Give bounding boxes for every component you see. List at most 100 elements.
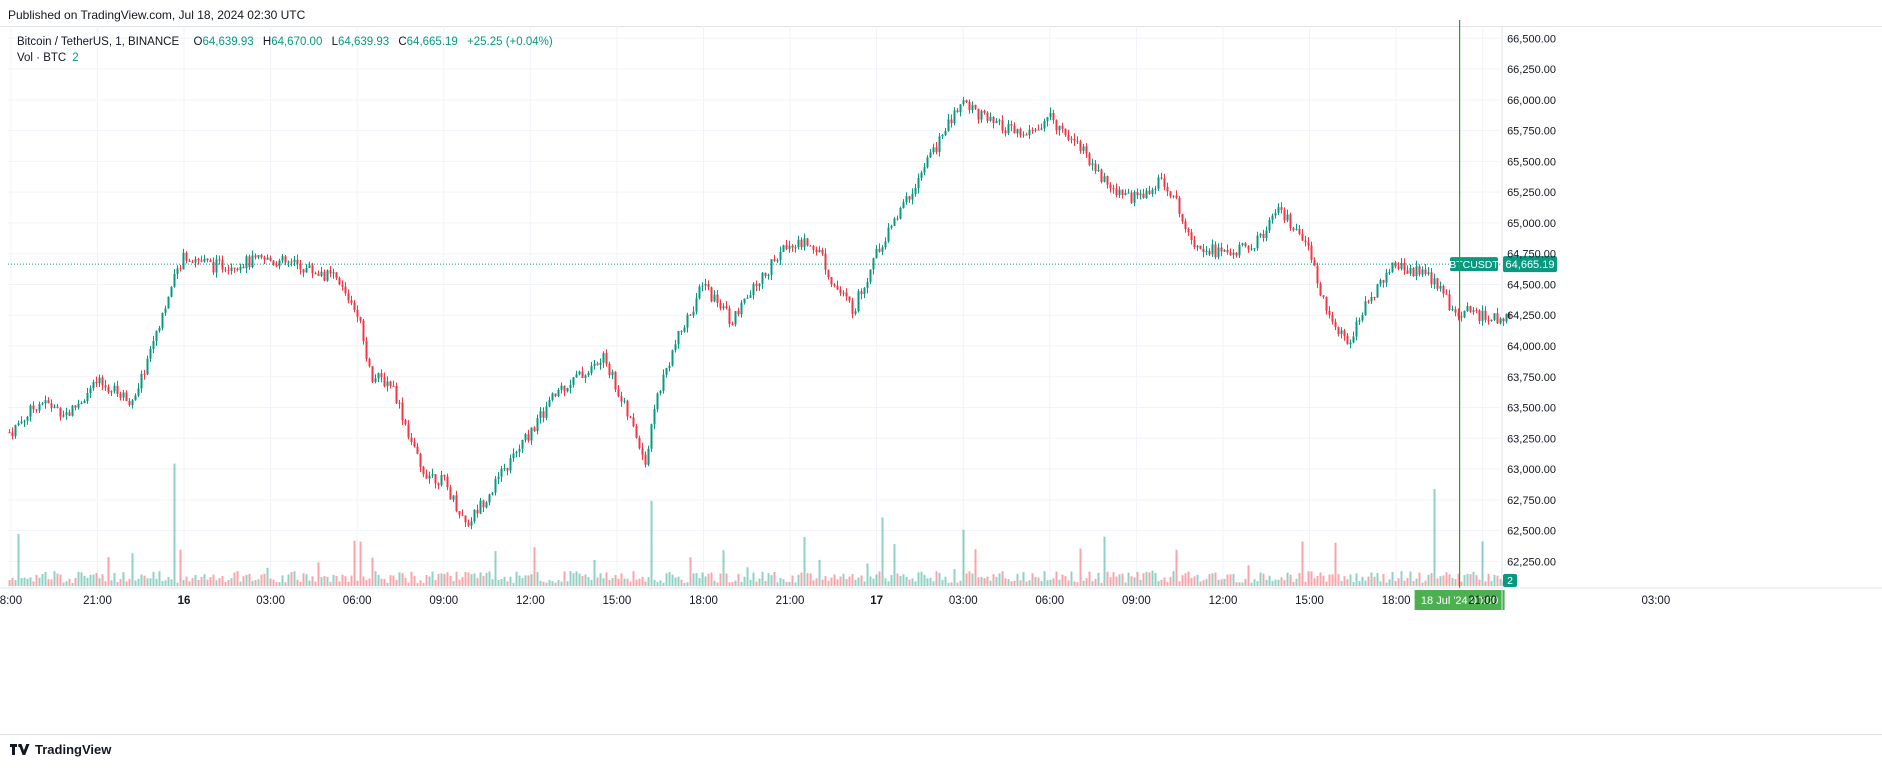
volume-bar bbox=[413, 576, 416, 586]
candle-down bbox=[1001, 120, 1004, 131]
candle-down bbox=[59, 407, 62, 417]
candle-down bbox=[860, 291, 863, 294]
tradingview-logo[interactable]: TradingView bbox=[10, 742, 111, 757]
volume-bar bbox=[527, 575, 530, 586]
volume-bar bbox=[329, 581, 332, 586]
candle-up bbox=[875, 248, 878, 259]
volume-bar bbox=[449, 576, 452, 586]
symbol-badge-label: BTCUSDT bbox=[1449, 259, 1499, 271]
candle-up bbox=[803, 238, 806, 248]
candle-up bbox=[611, 371, 614, 376]
candle-up bbox=[1253, 248, 1256, 250]
volume-bar bbox=[878, 571, 881, 586]
candle-down bbox=[467, 522, 470, 526]
volume-bar bbox=[17, 533, 20, 586]
volume-bar bbox=[1163, 577, 1166, 586]
volume-bar bbox=[1244, 578, 1247, 586]
candle-down bbox=[1436, 278, 1439, 289]
close-label: C bbox=[398, 36, 407, 48]
candle-down bbox=[50, 403, 53, 408]
candle-down bbox=[416, 446, 419, 454]
candle-up bbox=[485, 502, 488, 508]
volume-bar bbox=[1169, 577, 1172, 586]
volume-bar bbox=[1418, 572, 1421, 586]
volume-bar bbox=[1232, 574, 1235, 586]
volume-bar bbox=[593, 560, 596, 586]
volume-bar bbox=[1325, 581, 1328, 586]
volume-bar bbox=[611, 578, 614, 586]
candle-down bbox=[401, 402, 404, 421]
volume-bar bbox=[266, 567, 269, 586]
candle-up bbox=[770, 259, 773, 275]
time-axis: 8:00 21:00 16 03:00 06:00 09:00 12:00 15:00 18:0… bbox=[0, 587, 1882, 607]
candle-down bbox=[389, 381, 392, 386]
candle-up bbox=[881, 247, 884, 252]
volume-bar bbox=[515, 571, 518, 586]
volume-bar bbox=[785, 581, 788, 586]
candle-up bbox=[947, 119, 950, 131]
volume-bar bbox=[479, 572, 482, 586]
time-tick-label: 18:00 bbox=[1382, 595, 1411, 607]
candle-up bbox=[548, 399, 551, 407]
time-tick-label: 18:00 bbox=[689, 595, 718, 607]
volume-bar bbox=[782, 579, 785, 586]
volume-bar bbox=[509, 576, 512, 586]
high-value: 64,670.00 bbox=[271, 36, 323, 48]
volume-bar bbox=[524, 575, 527, 586]
candle-up bbox=[80, 403, 83, 405]
candle-up bbox=[1082, 146, 1085, 151]
volume-bar bbox=[398, 572, 401, 586]
candle-down bbox=[983, 110, 986, 113]
volume-bar bbox=[1280, 577, 1283, 586]
candle-up bbox=[1388, 272, 1391, 274]
volume-bar bbox=[968, 571, 971, 586]
candle-down bbox=[533, 427, 536, 432]
volume-bar bbox=[872, 578, 875, 586]
time-tick-label: 12:00 bbox=[516, 595, 545, 607]
volume-bar bbox=[1286, 572, 1289, 586]
volume-bar bbox=[1253, 579, 1256, 586]
candle-up bbox=[1376, 284, 1379, 298]
candle-down bbox=[329, 270, 332, 274]
volume-bar bbox=[77, 571, 80, 586]
volume-bar bbox=[1235, 582, 1238, 586]
volume-bar bbox=[419, 580, 422, 586]
volume-bar bbox=[1040, 581, 1043, 586]
candle-down bbox=[1469, 306, 1472, 312]
candle-down bbox=[707, 283, 710, 288]
candle-down bbox=[632, 417, 635, 427]
candle-down bbox=[1142, 193, 1145, 199]
candle-down bbox=[74, 405, 77, 408]
volume-bar bbox=[11, 578, 14, 586]
volume-bar bbox=[1433, 488, 1436, 586]
volume-bar bbox=[209, 577, 212, 586]
volume-bar bbox=[332, 574, 335, 586]
candle-down bbox=[218, 259, 221, 261]
candle-up bbox=[524, 434, 527, 440]
candle-up bbox=[557, 389, 560, 397]
volume-bar bbox=[827, 580, 830, 586]
price-tick-label: 62,500.00 bbox=[1507, 526, 1556, 538]
volume-bar bbox=[113, 573, 116, 586]
volume-bar bbox=[443, 574, 446, 586]
candle-down bbox=[263, 257, 266, 260]
volume-bar bbox=[1451, 578, 1454, 586]
volume-bar bbox=[734, 580, 737, 586]
volume-bar bbox=[1043, 571, 1046, 586]
volume-bar bbox=[977, 577, 980, 586]
candle-down bbox=[395, 385, 398, 404]
volume-bar bbox=[1421, 582, 1424, 586]
volume-bar bbox=[1487, 573, 1490, 586]
volume-bar bbox=[521, 578, 524, 586]
volume-bar bbox=[485, 572, 488, 586]
price-tick-label: 64,000.00 bbox=[1507, 341, 1556, 353]
candle-down bbox=[554, 393, 557, 397]
candle-up bbox=[278, 260, 281, 267]
volume-bar bbox=[1079, 548, 1082, 586]
candle-up bbox=[215, 259, 218, 273]
candle-up bbox=[287, 261, 290, 263]
candle-down bbox=[1460, 316, 1463, 318]
volume-bar bbox=[668, 571, 671, 586]
candle-up bbox=[575, 374, 578, 378]
